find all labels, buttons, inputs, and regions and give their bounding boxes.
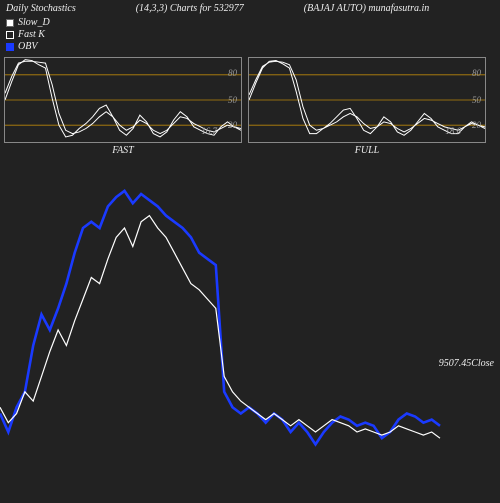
legend-fast-k-label: Fast K [18, 29, 45, 41]
swatch-slow-d [6, 19, 14, 27]
legend-obv-label: OBV [18, 41, 37, 53]
title-left: Daily Stochastics [6, 3, 76, 14]
legend-fast-k: Fast K [6, 29, 494, 41]
fast-value: 16.7 [201, 126, 217, 136]
swatch-obv [6, 43, 14, 51]
full-value: 18.6 [445, 126, 461, 136]
mini-label-full: FULL [248, 143, 486, 156]
tick-20: 20 [472, 120, 481, 130]
title-right: (BAJAJ AUTO) munafasutra.in [304, 3, 429, 14]
tick-50: 50 [228, 95, 237, 105]
mini-label-fast: FAST [4, 143, 242, 156]
legend-slow-d: Slow_D [6, 17, 494, 29]
legend-obv: OBV [6, 41, 494, 53]
title-mid: (14,3,3) Charts for 532977 [136, 3, 244, 14]
swatch-fast-k [6, 31, 14, 39]
tick-80: 80 [228, 68, 237, 78]
tick-20: 20 [228, 120, 237, 130]
legend: Slow_D Fast K OBV [0, 17, 500, 57]
main-chart: 9507.45Close [0, 160, 500, 500]
close-label: 9507.45Close [439, 358, 494, 369]
mini-chart-fast: 80 50 20 16.7 [4, 57, 242, 143]
legend-slow-d-label: Slow_D [18, 17, 50, 29]
tick-50: 50 [472, 95, 481, 105]
tick-80: 80 [472, 68, 481, 78]
mini-chart-full: 80 50 20 18.6 [248, 57, 486, 143]
